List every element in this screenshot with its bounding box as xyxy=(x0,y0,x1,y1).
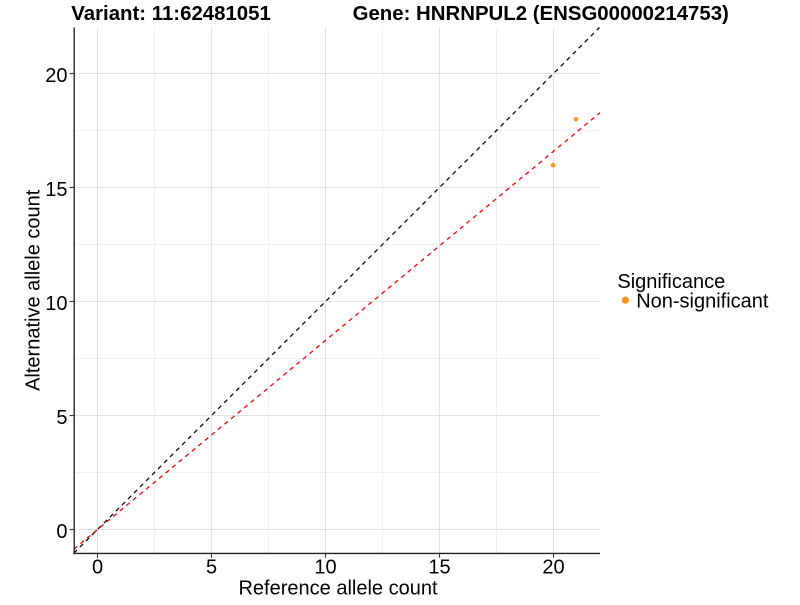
svg-text:Reference allele count: Reference allele count xyxy=(238,578,437,600)
svg-text:5: 5 xyxy=(56,407,67,429)
svg-text:10: 10 xyxy=(314,556,336,578)
svg-text:15: 15 xyxy=(45,179,67,201)
svg-text:20: 20 xyxy=(542,556,564,578)
svg-text:15: 15 xyxy=(428,556,450,578)
svg-text:Alternative allele count: Alternative allele count xyxy=(23,189,45,391)
svg-text:Significance: Significance xyxy=(617,271,725,293)
svg-text:Gene: HNRNPUL2 (ENSG0000021475: Gene: HNRNPUL2 (ENSG00000214753) xyxy=(353,3,729,25)
svg-text:Non-significant: Non-significant xyxy=(636,291,769,313)
svg-text:5: 5 xyxy=(206,556,217,578)
svg-text:Variant: 11:62481051: Variant: 11:62481051 xyxy=(71,3,271,25)
svg-text:0: 0 xyxy=(56,521,67,543)
svg-text:0: 0 xyxy=(92,556,103,578)
svg-text:20: 20 xyxy=(45,65,67,87)
svg-text:10: 10 xyxy=(45,293,67,315)
